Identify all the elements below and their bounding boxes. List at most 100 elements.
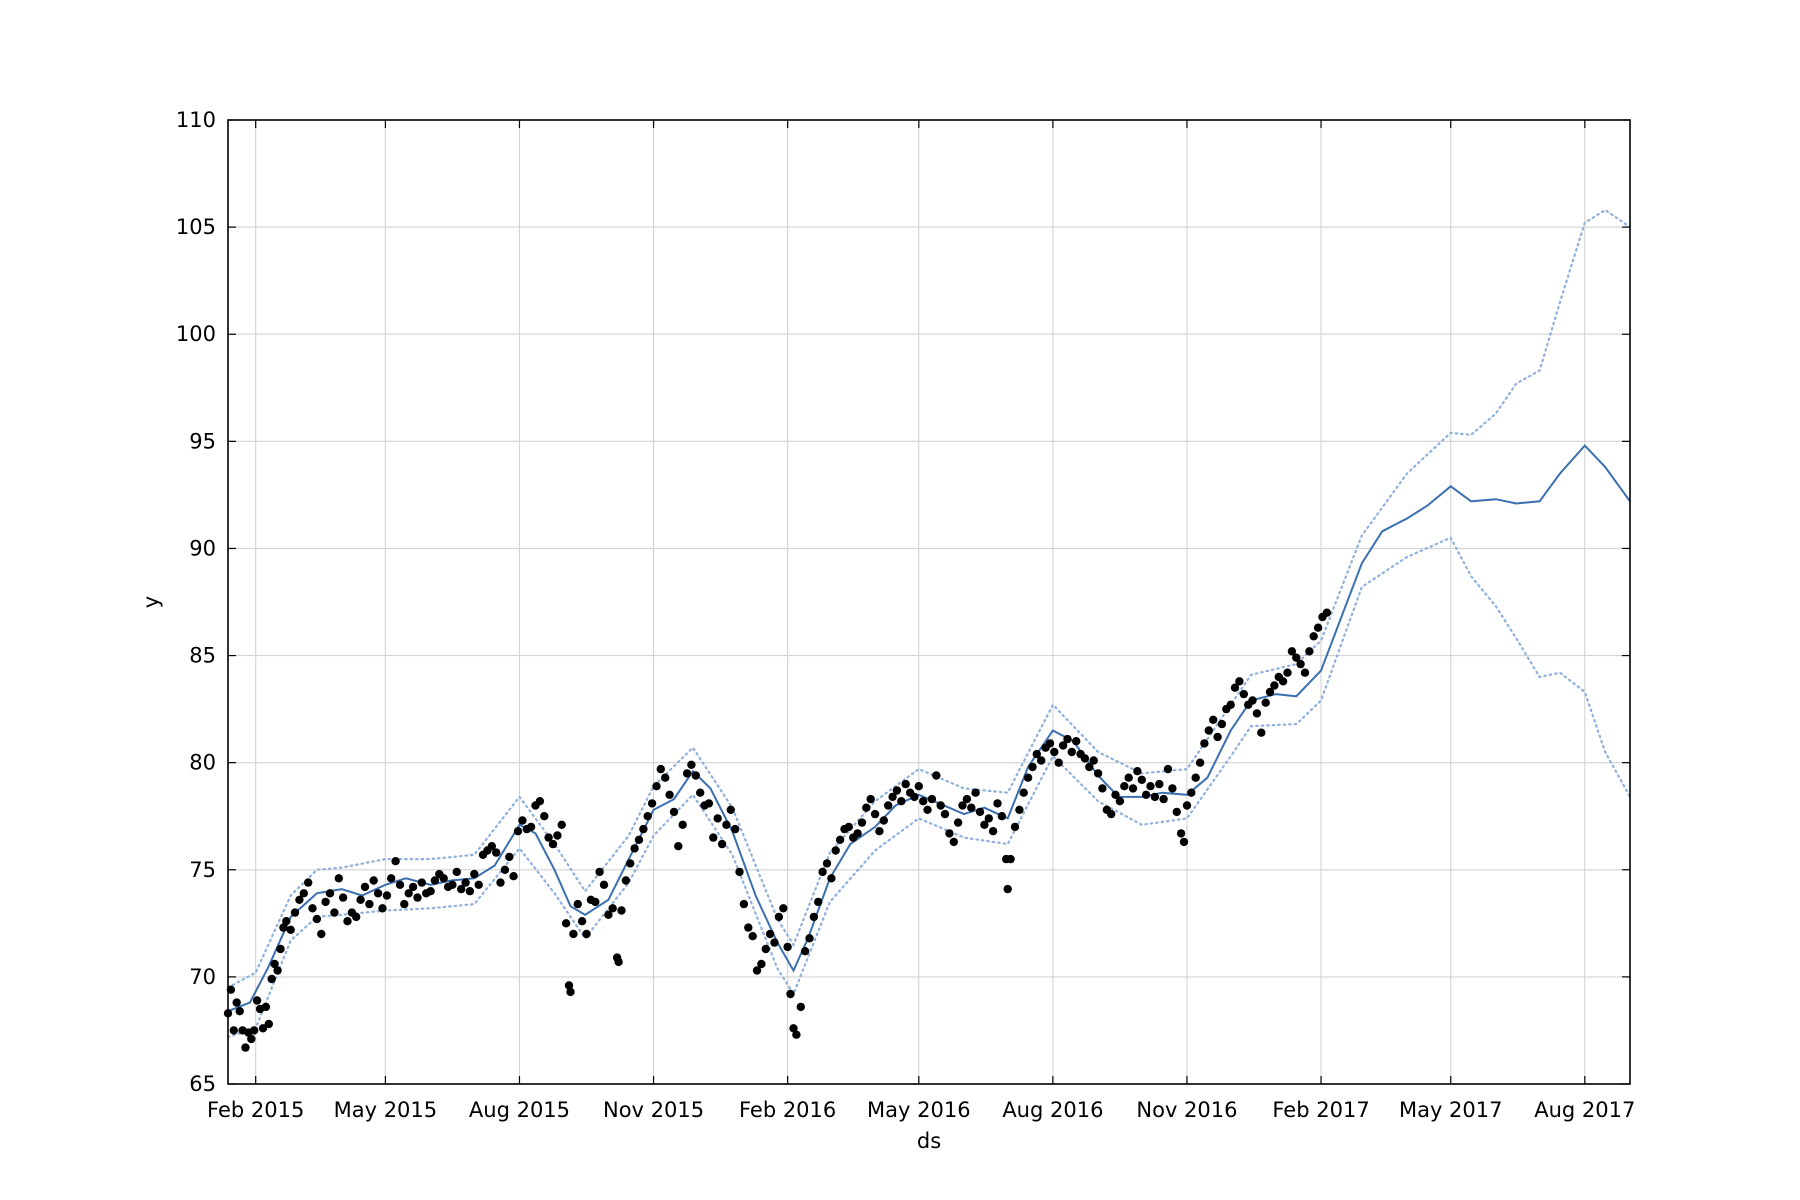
observed-point bbox=[417, 878, 426, 887]
observed-point bbox=[744, 923, 753, 932]
observed-point bbox=[691, 771, 700, 780]
observed-point bbox=[936, 801, 945, 810]
observed-point bbox=[1179, 837, 1189, 847]
observed-point bbox=[1209, 715, 1218, 724]
observed-point bbox=[1093, 769, 1103, 778]
observed-point bbox=[439, 874, 448, 883]
observed-point bbox=[387, 874, 396, 883]
observed-point bbox=[561, 919, 571, 928]
observed-point bbox=[665, 790, 674, 799]
observed-point bbox=[452, 867, 461, 877]
observed-point bbox=[474, 880, 483, 889]
observed-point bbox=[1292, 653, 1301, 662]
observed-point bbox=[709, 833, 718, 842]
observed-point bbox=[757, 959, 766, 969]
observed-point bbox=[338, 893, 348, 902]
observed-point bbox=[1305, 647, 1314, 656]
observed-point bbox=[1115, 797, 1125, 806]
observed-point bbox=[910, 792, 919, 802]
y-tick-label: 70 bbox=[189, 965, 216, 989]
observed-point bbox=[1278, 677, 1288, 686]
observed-point bbox=[608, 904, 617, 913]
observed-point bbox=[726, 805, 735, 814]
y-axis-label: y bbox=[139, 596, 163, 608]
observed-point bbox=[1019, 788, 1028, 797]
observed-point bbox=[343, 917, 352, 926]
observed-point bbox=[1172, 807, 1182, 817]
observed-point bbox=[304, 878, 313, 887]
observed-point bbox=[862, 803, 871, 812]
observed-point bbox=[1085, 762, 1094, 772]
observed-point bbox=[413, 893, 422, 902]
observed-point bbox=[774, 912, 784, 922]
observed-point bbox=[1032, 749, 1042, 759]
observed-point bbox=[261, 1002, 271, 1012]
observed-point bbox=[325, 889, 335, 898]
x-tick-label: Aug 2015 bbox=[469, 1098, 570, 1122]
observed-point bbox=[235, 1007, 244, 1016]
observed-point bbox=[971, 788, 980, 797]
observed-point bbox=[321, 897, 330, 907]
observed-point bbox=[1159, 794, 1168, 804]
observed-point bbox=[748, 932, 757, 941]
x-tick-label: Aug 2017 bbox=[1534, 1098, 1635, 1122]
observed-point bbox=[993, 799, 1002, 808]
observed-point bbox=[290, 908, 300, 917]
observed-point bbox=[1045, 739, 1055, 748]
observed-point bbox=[273, 966, 282, 975]
yhat-lower-line bbox=[226, 536, 1632, 1039]
observed-point bbox=[426, 887, 435, 896]
observed-point bbox=[526, 822, 536, 832]
observed-point bbox=[1265, 687, 1275, 697]
observed-point bbox=[1133, 767, 1142, 776]
observed-point bbox=[317, 929, 326, 939]
observed-point bbox=[1072, 737, 1081, 746]
observed-point bbox=[535, 797, 545, 806]
observed-point bbox=[548, 839, 558, 849]
observed-point bbox=[356, 895, 365, 904]
observed-point bbox=[739, 899, 749, 909]
observed-point bbox=[1137, 775, 1147, 784]
observed-point bbox=[927, 794, 937, 804]
observed-point bbox=[599, 880, 609, 889]
observed-point bbox=[761, 944, 770, 954]
observed-point bbox=[1015, 805, 1024, 814]
observed-point bbox=[1204, 726, 1214, 735]
observed-point bbox=[229, 1026, 238, 1035]
observed-point bbox=[717, 839, 727, 849]
observed-point bbox=[470, 869, 479, 879]
observed-point bbox=[557, 820, 566, 829]
observed-point bbox=[614, 957, 623, 967]
observed-point bbox=[752, 966, 762, 975]
observed-point bbox=[870, 809, 880, 819]
observed-point bbox=[735, 867, 744, 877]
axis-ticks: Feb 2015 May 2015 Aug 2015 Nov 2015 Feb 2016… bbox=[176, 108, 1635, 1122]
observed-point bbox=[457, 884, 466, 894]
observed-point bbox=[448, 880, 457, 889]
y-tick-label: 65 bbox=[189, 1072, 216, 1096]
observed-point bbox=[1322, 608, 1332, 617]
observed-point bbox=[1239, 689, 1249, 699]
x-tick-label: Aug 2016 bbox=[1002, 1098, 1103, 1122]
observed-point bbox=[582, 929, 591, 939]
observed-point bbox=[696, 788, 705, 797]
x-tick-label: Feb 2017 bbox=[1272, 1098, 1369, 1122]
observed-points bbox=[223, 608, 1332, 1052]
observed-point bbox=[844, 822, 853, 832]
observed-point bbox=[232, 998, 241, 1007]
observed-point bbox=[988, 827, 998, 836]
observed-point bbox=[962, 794, 972, 804]
observed-point bbox=[330, 908, 339, 917]
observed-point bbox=[827, 874, 836, 883]
observed-point bbox=[1182, 801, 1192, 810]
observed-point bbox=[919, 797, 928, 806]
observed-point bbox=[647, 799, 657, 808]
observed-point bbox=[765, 929, 775, 939]
observed-point bbox=[783, 942, 792, 952]
observed-point bbox=[1261, 698, 1270, 707]
observed-point bbox=[814, 897, 823, 907]
observed-point bbox=[953, 818, 963, 827]
observed-point bbox=[1023, 773, 1033, 782]
observed-point bbox=[591, 897, 600, 907]
observed-point bbox=[279, 923, 288, 932]
